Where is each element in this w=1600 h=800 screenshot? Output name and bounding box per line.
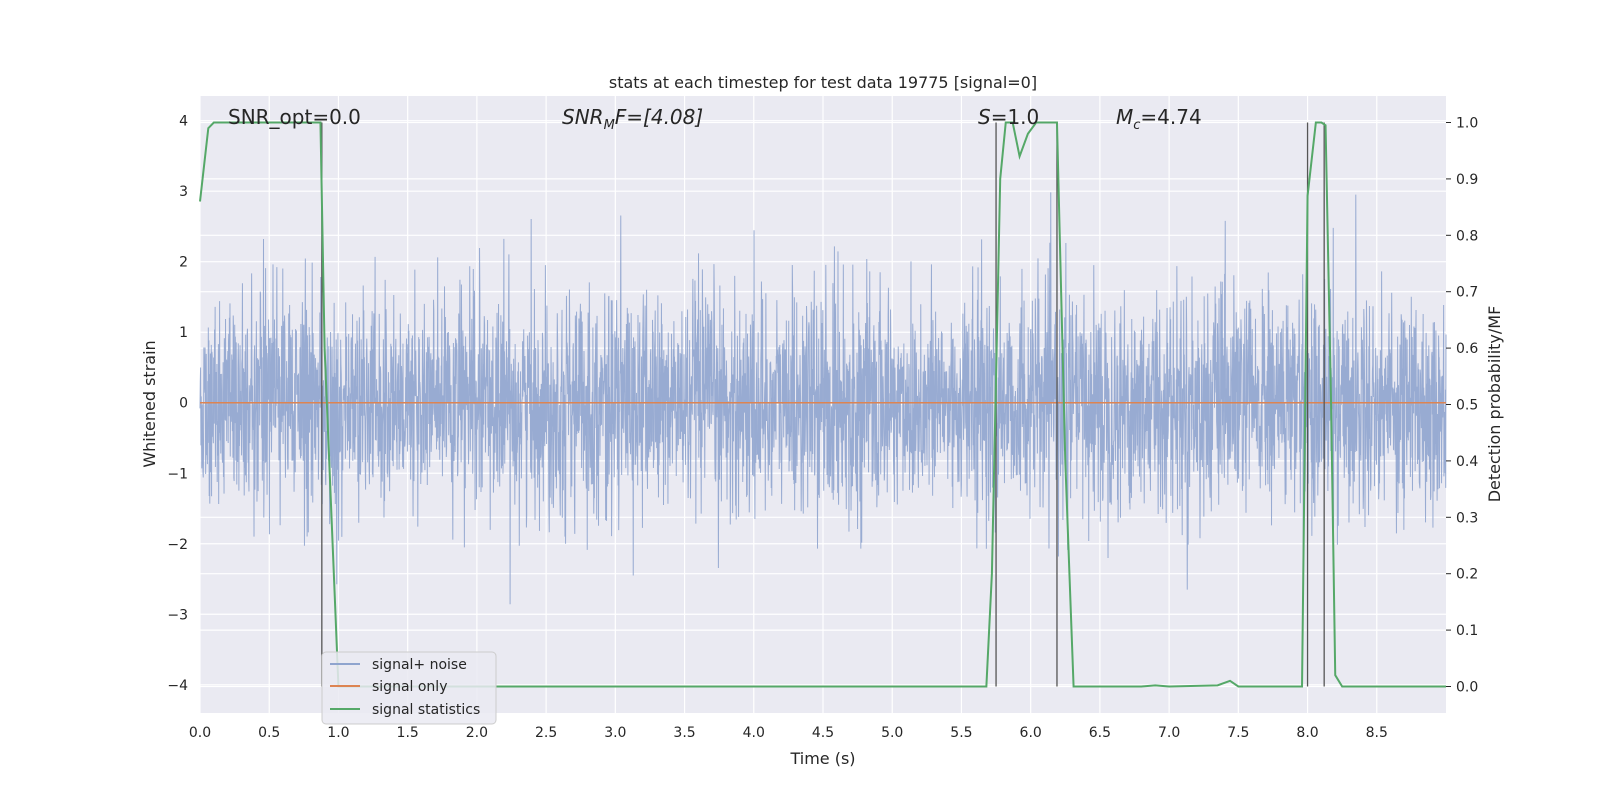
y-tick-label-4: 0 [179,396,188,412]
y-tick-label-2: −2 [167,537,188,553]
x-tick-label-2: 1.0 [327,725,349,741]
legend-box [321,651,497,725]
annotation-snr-opt: SNR_opt=0.0 [228,105,361,129]
annotation-mc-rest: =4.74 [1140,105,1201,129]
annotation-snr-mf-main: SNR [562,105,604,129]
x-tick-label-0: 0.0 [189,725,211,741]
x-tick-label-10: 5.0 [881,725,903,741]
y-tick-label-0: −4 [167,678,188,694]
y-ticks: −4 −3 −2 −1 0 1 2 3 4 [167,114,188,694]
x-tick-label-11: 5.5 [950,725,972,741]
legend-label-noise: signal+ noise [372,657,467,673]
y2-tick-label-6: 0.6 [1456,341,1478,357]
x-tick-label-9: 4.5 [812,725,834,741]
y2-tick-label-4: 0.4 [1456,454,1478,470]
annotation-snr-mf-sub: M [604,118,615,133]
y2-ticks: 0.0 0.1 0.2 0.3 0.4 0.5 0.6 0.7 0.8 0.9 1.0 [1446,116,1478,695]
y2-tick-label-5: 0.5 [1456,398,1478,414]
x-tick-label-17: 8.5 [1366,725,1388,741]
annotation-snr-mf-rest: F=[4.08] [615,105,703,129]
y2-tick-label-2: 0.2 [1456,567,1478,583]
y2-tick-label-9: 0.9 [1456,172,1478,188]
annotation-s-main: S [978,105,991,129]
annotation-s: S=1.0 [978,105,1039,129]
x-tick-label-13: 6.5 [1089,725,1111,741]
legend-label-statistics: signal statistics [372,702,480,718]
x-tick-label-5: 2.5 [535,725,557,741]
x-tick-label-7: 3.5 [673,725,695,741]
x-ticks: 0.0 0.5 1.0 1.5 2.0 2.5 3.0 3.5 4.0 4.5 5.0 5.5 6.0 6… [189,725,1388,741]
y-tick-label-5: 1 [179,325,188,341]
x-tick-label-3: 1.5 [397,725,419,741]
y-tick-label-6: 2 [179,255,188,271]
statistics-series [199,121,1446,688]
annotation-mc-main: M [1116,105,1133,129]
annotation-snr-mf: SNRMF=[4.08] [562,105,703,133]
y2-tick-label-8: 0.8 [1456,228,1478,244]
x-tick-label-4: 2.0 [466,725,488,741]
legend: signal+ noise signal only signal statist… [321,651,497,725]
x-tick-label-8: 4.0 [743,725,765,741]
x-axis-label: Time (s) [789,749,855,768]
x-tick-label-14: 7.0 [1158,725,1180,741]
y2-tick-label-0: 0.0 [1456,679,1478,695]
annotation-s-rest: =1.0 [991,105,1040,129]
y-axis-label: Whitened strain [140,340,159,467]
x-tick-label-12: 6.0 [1020,725,1042,741]
noise-line [199,192,1447,605]
y2-tick-label-7: 0.7 [1456,285,1478,301]
x-tick-label-1: 0.5 [258,725,280,741]
y-tick-label-7: 3 [179,184,188,200]
y2-tick-label-10: 1.0 [1456,116,1478,132]
noise-series [199,192,1447,605]
y2-axis-label: Detection probability/MF [1485,306,1504,503]
x-tick-label-15: 7.5 [1227,725,1249,741]
annotation-mc: Mc=4.74 [1116,105,1202,133]
y2-tick-label-3: 0.3 [1456,510,1478,526]
y-tick-label-8: 4 [179,114,188,130]
annotation-mc-sub: c [1133,118,1140,133]
legend-label-signal-only: signal only [372,679,447,695]
y2-tick-label-1: 0.1 [1456,623,1478,639]
x-tick-label-6: 3.0 [604,725,626,741]
chart-title: stats at each timestep for test data 197… [609,73,1037,92]
y-tick-label-1: −3 [167,607,188,623]
statistics-line [199,121,1446,688]
y-tick-label-3: −1 [167,466,188,482]
x-tick-label-16: 8.0 [1296,725,1318,741]
